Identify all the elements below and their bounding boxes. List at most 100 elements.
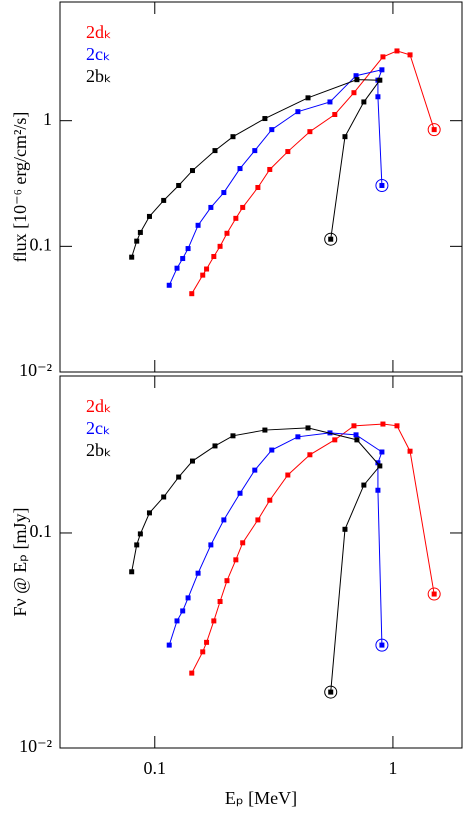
y-axis-label: flux [10⁻⁶ erg/cm²/s] xyxy=(10,112,30,263)
data-point xyxy=(217,599,223,605)
plot-frame xyxy=(59,1,463,373)
data-point xyxy=(176,182,182,188)
data-point xyxy=(305,95,311,101)
data-point xyxy=(328,236,334,242)
data-point xyxy=(354,437,360,443)
data-point xyxy=(180,256,186,262)
data-point xyxy=(262,116,268,122)
data-point xyxy=(295,109,301,115)
data-point xyxy=(204,639,210,645)
data-point xyxy=(185,595,191,601)
data-point xyxy=(137,531,143,537)
data-point xyxy=(200,649,206,655)
data-point xyxy=(252,467,258,473)
data-point xyxy=(379,67,385,73)
data-point xyxy=(174,618,180,624)
legend-label: 2bₖ xyxy=(86,66,112,86)
data-point xyxy=(353,73,359,79)
data-point xyxy=(255,184,261,190)
data-point xyxy=(233,557,239,563)
data-point xyxy=(212,443,218,449)
data-point xyxy=(375,487,381,493)
data-point xyxy=(233,215,239,221)
data-point xyxy=(212,148,218,154)
data-point xyxy=(161,494,167,500)
legend-label: 2cₖ xyxy=(86,44,111,64)
data-point xyxy=(176,474,182,480)
data-point xyxy=(224,578,230,584)
data-point xyxy=(174,265,180,271)
y-axis-label: Fν @ Eₚ [mJy] xyxy=(10,508,30,617)
data-point xyxy=(189,458,195,464)
data-point xyxy=(267,166,273,172)
data-point xyxy=(269,447,275,453)
data-point xyxy=(354,77,360,83)
data-point xyxy=(237,490,243,496)
data-point xyxy=(379,182,385,188)
data-point xyxy=(237,166,243,172)
data-point xyxy=(137,229,143,235)
data-point xyxy=(129,569,135,575)
y-tick-label: 10⁻² xyxy=(19,360,52,380)
data-point xyxy=(211,254,217,260)
data-point xyxy=(295,434,301,440)
end-circle xyxy=(375,178,389,192)
data-point xyxy=(394,423,400,429)
data-point xyxy=(351,90,357,96)
data-point xyxy=(267,497,273,503)
legend-label: 2bₖ xyxy=(86,440,112,460)
data-point xyxy=(189,168,195,174)
data-point xyxy=(240,540,246,546)
data-point xyxy=(353,432,359,438)
data-point xyxy=(129,254,135,260)
end-circle xyxy=(324,685,338,699)
end-circle xyxy=(324,232,338,246)
end-circle xyxy=(375,638,389,652)
data-point xyxy=(230,134,236,140)
data-point xyxy=(189,291,195,297)
y-tick-label: 0.1 xyxy=(30,521,53,541)
data-point xyxy=(211,618,217,624)
data-point xyxy=(285,149,291,155)
data-point xyxy=(146,510,152,516)
data-point xyxy=(407,52,413,58)
data-point xyxy=(221,190,227,196)
series-line xyxy=(131,427,381,693)
y-tick-label: 0.1 xyxy=(30,234,53,254)
data-point xyxy=(431,591,437,597)
legend-label: 2cₖ xyxy=(86,418,111,438)
data-point xyxy=(380,421,386,427)
data-point xyxy=(305,425,311,431)
plot-frame xyxy=(59,375,463,749)
data-point xyxy=(195,570,201,576)
data-point xyxy=(332,111,338,117)
data-point xyxy=(221,517,227,523)
data-point xyxy=(394,48,400,54)
data-point xyxy=(208,204,214,210)
data-point xyxy=(217,243,223,249)
data-point xyxy=(200,272,206,278)
data-point xyxy=(161,197,167,203)
data-point xyxy=(166,642,172,648)
data-point xyxy=(285,472,291,478)
data-point xyxy=(380,54,386,60)
data-point xyxy=(375,460,381,466)
data-point xyxy=(269,127,275,133)
data-point xyxy=(327,99,333,105)
data-point xyxy=(379,642,385,648)
data-point xyxy=(224,230,230,236)
data-point xyxy=(255,517,261,523)
x-tick-label: 1 xyxy=(388,758,397,778)
data-point xyxy=(262,427,268,433)
end-circle xyxy=(427,587,441,601)
data-point xyxy=(377,77,383,83)
data-point xyxy=(361,482,367,488)
data-point xyxy=(377,463,383,469)
series-line xyxy=(191,50,435,294)
x-tick-label: 0.1 xyxy=(144,758,167,778)
data-point xyxy=(180,608,186,614)
data-point xyxy=(146,213,152,219)
data-point xyxy=(240,204,246,210)
data-point xyxy=(185,246,191,252)
